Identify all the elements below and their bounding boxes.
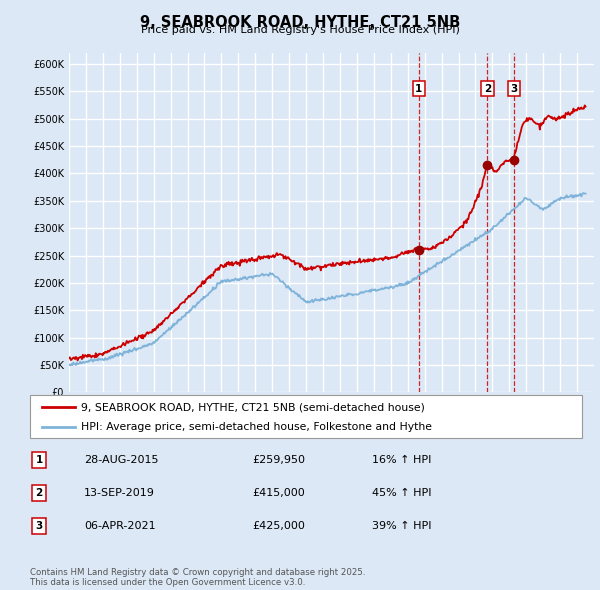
Text: £425,000: £425,000 — [252, 522, 305, 531]
Text: 45% ↑ HPI: 45% ↑ HPI — [372, 489, 431, 498]
Text: £259,950: £259,950 — [252, 455, 305, 465]
Text: 39% ↑ HPI: 39% ↑ HPI — [372, 522, 431, 531]
Text: 16% ↑ HPI: 16% ↑ HPI — [372, 455, 431, 465]
Text: 06-APR-2021: 06-APR-2021 — [84, 522, 155, 531]
Text: 2: 2 — [35, 489, 43, 498]
Text: 1: 1 — [415, 84, 422, 94]
Text: HPI: Average price, semi-detached house, Folkestone and Hythe: HPI: Average price, semi-detached house,… — [81, 422, 432, 432]
Text: 1: 1 — [35, 455, 43, 465]
Text: 13-SEP-2019: 13-SEP-2019 — [84, 489, 155, 498]
Text: 2: 2 — [484, 84, 491, 94]
Text: 9, SEABROOK ROAD, HYTHE, CT21 5NB: 9, SEABROOK ROAD, HYTHE, CT21 5NB — [140, 15, 460, 30]
Text: 3: 3 — [510, 84, 518, 94]
Text: Contains HM Land Registry data © Crown copyright and database right 2025.
This d: Contains HM Land Registry data © Crown c… — [30, 568, 365, 587]
Text: Price paid vs. HM Land Registry's House Price Index (HPI): Price paid vs. HM Land Registry's House … — [140, 25, 460, 35]
Text: 3: 3 — [35, 522, 43, 531]
Text: 9, SEABROOK ROAD, HYTHE, CT21 5NB (semi-detached house): 9, SEABROOK ROAD, HYTHE, CT21 5NB (semi-… — [81, 402, 425, 412]
Text: £415,000: £415,000 — [252, 489, 305, 498]
Text: 28-AUG-2015: 28-AUG-2015 — [84, 455, 158, 465]
